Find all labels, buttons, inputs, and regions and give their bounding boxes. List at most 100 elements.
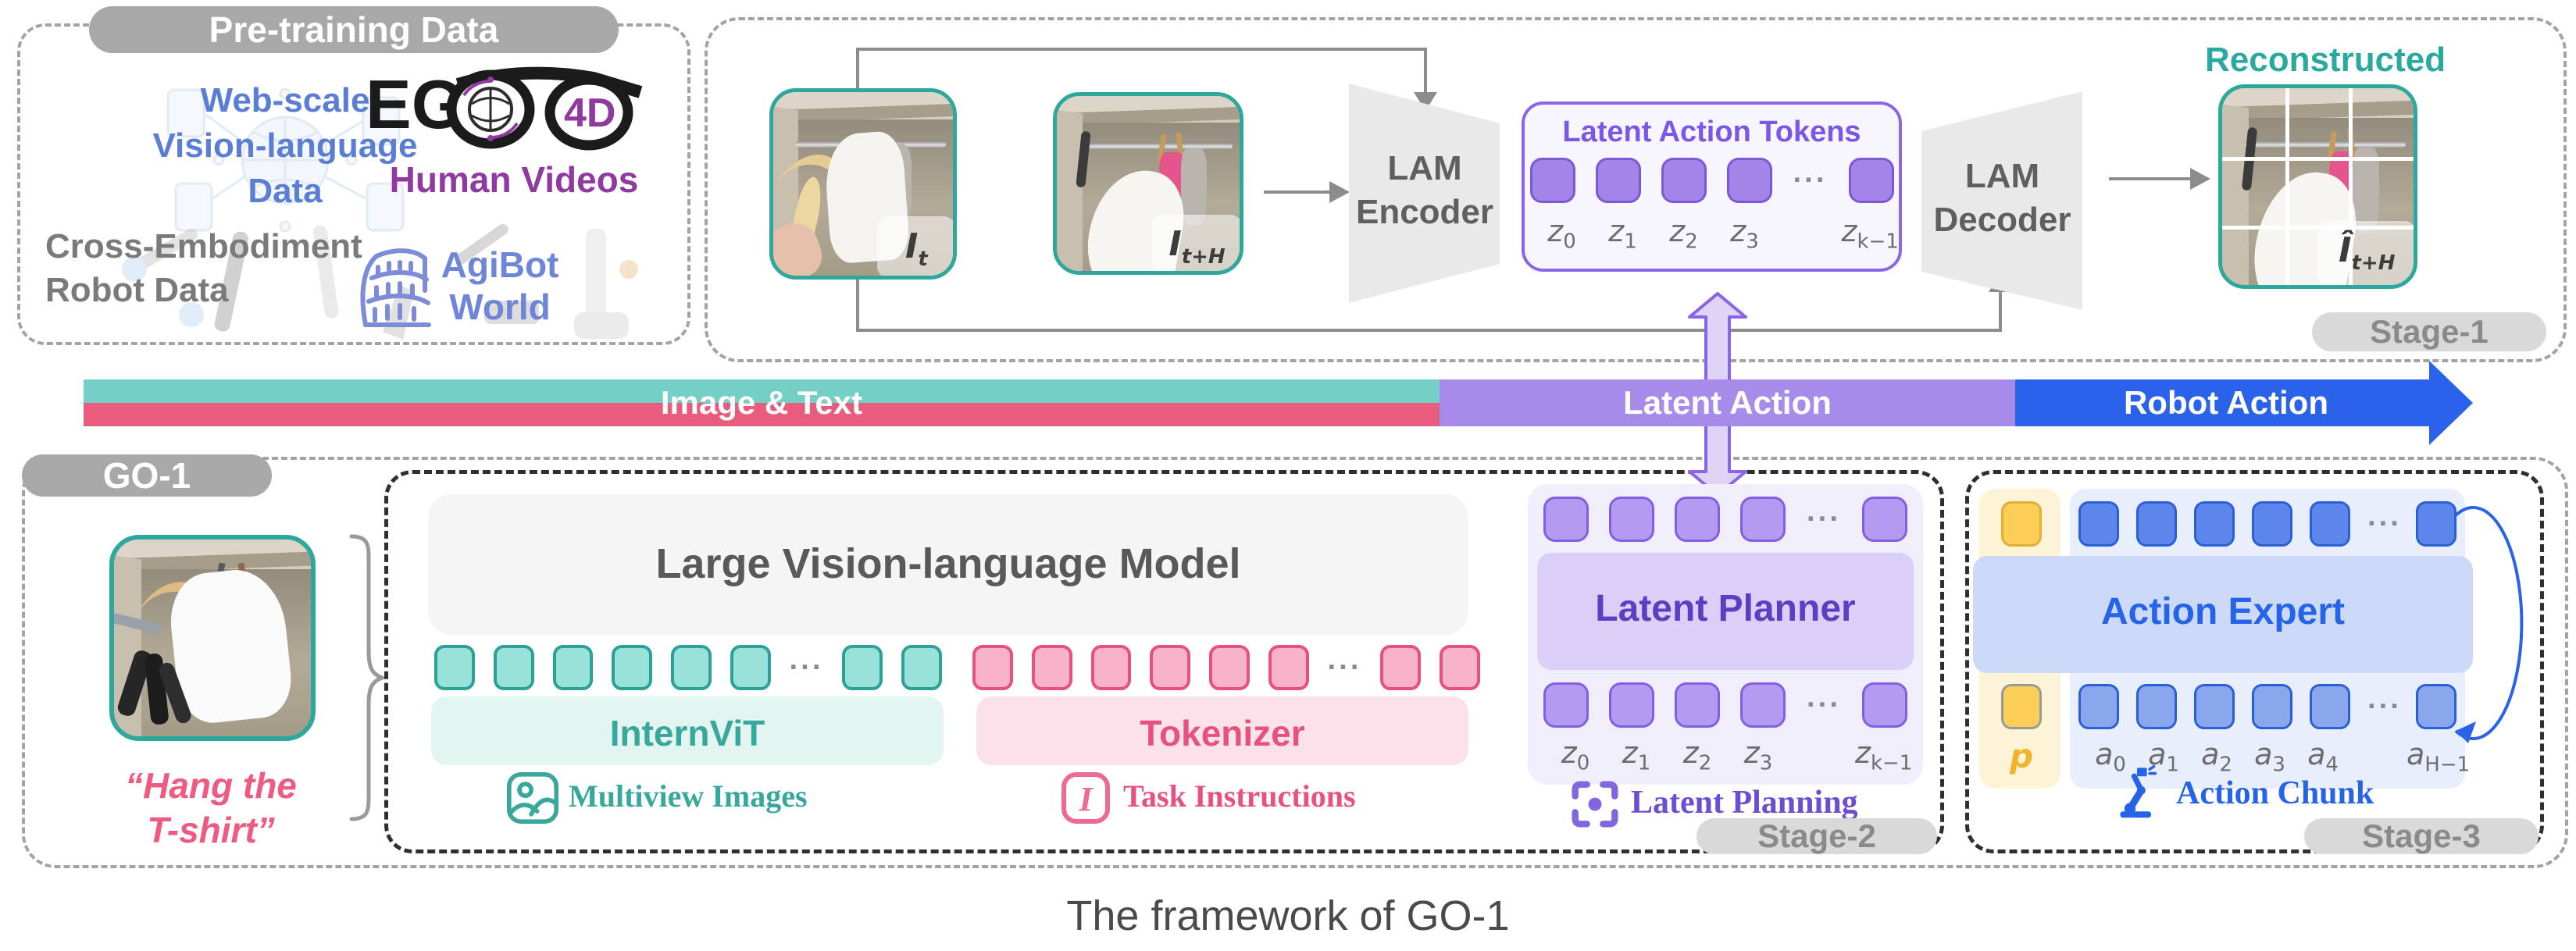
action-token — [2310, 501, 2350, 547]
vision-token-row: ··· — [434, 645, 942, 690]
ellipsis: ··· — [2367, 689, 2402, 723]
latent-token — [1726, 158, 1772, 203]
action-token — [2252, 684, 2292, 729]
web-scale-data-label: Web-scale Vision-language Data — [152, 81, 418, 210]
action-chunk-label: Action Chunk — [2176, 775, 2374, 811]
image-label-t: It — [876, 216, 953, 276]
lvlm-label: Large Vision-language Model — [655, 540, 1241, 587]
multiview-images-label: Multiview Images — [569, 778, 808, 814]
feedback-line-top — [856, 48, 1427, 51]
arrow-to-encoder — [1264, 191, 1333, 194]
text-token — [1090, 645, 1132, 690]
lvlm-box: Large Vision-language Model — [428, 494, 1468, 635]
agent-observation-image — [109, 535, 316, 741]
flowbar-image-text-top — [84, 379, 1440, 403]
go1-pill: GO-1 — [22, 454, 272, 497]
stage3-box — [1965, 470, 2544, 853]
cross-embodiment-label: Cross-Embodiment Robot Data — [45, 227, 362, 309]
action-token — [2194, 501, 2235, 547]
arrow-to-reconstructed — [2109, 177, 2193, 180]
planner-token — [1543, 497, 1589, 542]
ellipsis: ··· — [1793, 163, 1828, 197]
text-token — [1209, 645, 1250, 690]
ellipsis: ··· — [1807, 688, 1841, 721]
planner-token-labels: z0 z1 z2 z3 zk−1 — [1561, 736, 1913, 775]
feedback-line-top-right — [1424, 48, 1427, 93]
ellipsis: ··· — [1327, 650, 1362, 684]
proprio-label: p — [2009, 737, 2034, 775]
action-chunk-icon — [2120, 764, 2157, 818]
svg-text:I: I — [1078, 780, 1094, 818]
reconstructed-image: Ît+H — [2218, 84, 2417, 289]
tokenizer-label: Tokenizer — [1140, 713, 1305, 753]
arrowhead-right-icon — [2190, 168, 2210, 190]
action-token-row-bottom: ··· — [2070, 684, 2465, 729]
tokenizer-box: Tokenizer — [976, 696, 1468, 765]
ellipsis: ··· — [789, 650, 824, 684]
planner-token-row-bottom: ··· — [1528, 682, 1923, 728]
latent-token — [1661, 158, 1707, 203]
task-instructions-label: Task Instructions — [1123, 778, 1356, 814]
robot-silhouettes-graphic — [122, 223, 638, 340]
patch-grid-line — [2348, 88, 2353, 285]
latent-token — [1595, 158, 1641, 203]
image-label-reconstructed: Ît+H — [2317, 221, 2414, 285]
vision-token — [842, 645, 883, 690]
web-network-graphic — [166, 87, 405, 233]
latent-planner-label: Latent Planner — [1595, 588, 1856, 629]
latent-planner-box: Latent Planner — [1537, 553, 1914, 670]
latent-token-row: ··· — [1525, 158, 1899, 203]
planner-token — [1675, 682, 1720, 728]
flowbar-image-text-label: Image & Text — [660, 384, 863, 421]
action-token-labels: a0 a1 a2 a3 a4 aH−1 — [2095, 737, 2471, 777]
proprio-token — [2001, 501, 2042, 547]
stage2-pill: Stage-2 — [1697, 818, 1937, 854]
human-videos-label: Human Videos — [389, 159, 639, 200]
arrowhead-right-icon — [1329, 181, 1350, 203]
vision-token — [612, 645, 653, 690]
action-expert-label: Action Expert — [2100, 591, 2346, 632]
action-token — [2416, 501, 2456, 547]
flowbar-image-text-bottom — [84, 403, 1440, 426]
planner-token — [1740, 682, 1786, 728]
latent-action-tokens-box: Latent Action Tokens ··· z0 z1 z2 z3 zk−… — [1522, 102, 1902, 272]
flowbar-robot-action-label: Robot Action — [2123, 384, 2329, 421]
vision-token — [671, 645, 712, 690]
vision-token — [434, 645, 475, 690]
lam-encoder-label: LAM Encoder — [1355, 149, 1494, 231]
vision-token — [730, 645, 771, 690]
task-instructions-icon: I — [1061, 772, 1110, 824]
reconstructed-title: Reconstructed — [2205, 41, 2446, 79]
image-label-t-plus-H: It+H — [1151, 214, 1240, 271]
model-box — [384, 470, 1944, 853]
latent-token-labels: z0 z1 z2 z3 zk−1 — [1547, 214, 1899, 254]
proprio-token — [2001, 684, 2042, 729]
patch-grid-line — [2222, 157, 2414, 162]
task-instruction-text: “Hang the T-shirt” — [125, 765, 297, 850]
glasses-right-lens — [544, 74, 633, 151]
ellipsis: ··· — [1807, 502, 1841, 536]
ego4d-logo: EG 4D — [366, 61, 670, 155]
action-token — [2416, 684, 2456, 729]
text-token — [1268, 645, 1309, 690]
action-token — [2136, 501, 2177, 547]
lam-decoder-shape — [1921, 91, 2082, 310]
action-token — [2310, 684, 2350, 729]
action-token-row-top: ··· — [2070, 501, 2465, 547]
text-token — [972, 645, 1013, 690]
planner-token-row-top: ··· — [1528, 497, 1923, 542]
flowbar-robot-action — [2015, 379, 2431, 426]
multiview-images-icon — [506, 771, 559, 825]
latent-action-tokens-title: Latent Action Tokens — [1562, 116, 1861, 148]
flowbar-latent-action-label: Latent Action — [1623, 384, 1832, 421]
flowbar-latent-action — [1440, 379, 2015, 426]
stage1-pill: Stage-1 — [2312, 312, 2546, 351]
planner-token — [1543, 682, 1589, 728]
ego4d-4d-text: 4D — [564, 91, 615, 136]
observation-image-t-plus-H: It+H — [1053, 92, 1243, 275]
feedback-line-top-left — [856, 48, 859, 91]
planner-token — [1862, 682, 1907, 728]
text-token — [1380, 645, 1422, 690]
action-token — [2078, 684, 2119, 729]
